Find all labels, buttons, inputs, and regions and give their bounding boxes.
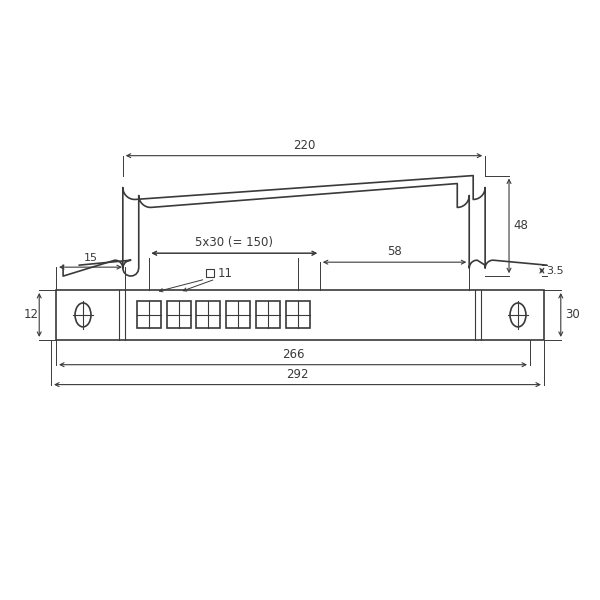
Text: 12: 12 [23, 308, 38, 322]
Bar [167, 301, 191, 328]
Bar [56, 290, 544, 340]
Text: 266: 266 [282, 348, 304, 361]
Text: 15: 15 [83, 253, 97, 263]
Text: 5x30 (= 150): 5x30 (= 150) [196, 236, 274, 249]
Bar [206, 269, 214, 277]
Bar [196, 301, 220, 328]
Bar [137, 301, 161, 328]
Text: 48: 48 [513, 220, 528, 232]
Bar [256, 301, 280, 328]
Text: 30: 30 [565, 308, 580, 322]
Bar [286, 301, 310, 328]
Text: 292: 292 [286, 368, 309, 380]
Text: 11: 11 [217, 266, 232, 280]
Text: 220: 220 [293, 139, 315, 152]
Text: 3.5: 3.5 [546, 266, 563, 275]
Text: 58: 58 [387, 245, 402, 258]
Bar [226, 301, 250, 328]
